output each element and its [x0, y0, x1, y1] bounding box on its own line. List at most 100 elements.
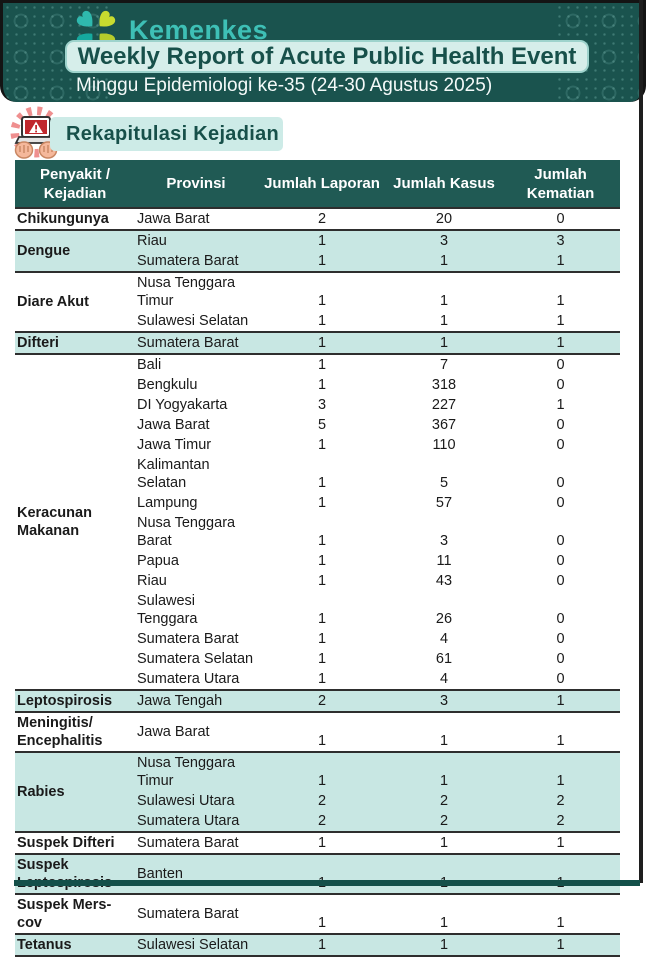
kematian-value-cell: 1: [501, 271, 620, 311]
province-cell: Lampung: [135, 493, 257, 513]
brand-name: Kemenkes: [129, 14, 269, 45]
kematian-value-cell: 1: [501, 311, 620, 332]
laporan-value-cell: 2: [257, 811, 387, 832]
laporan-value-cell: 1: [257, 893, 387, 934]
table-row: Diare Akut Nusa Tenggara Timur 1 1 1: [15, 271, 620, 332]
column-header-1: Provinsi: [135, 160, 257, 208]
kematian-value-cell: 1: [501, 933, 620, 957]
kematian-value-cell: 0: [501, 415, 620, 435]
kasus-value-cell: 110: [387, 435, 501, 455]
table-row: Keracunan Makanan Bali 1 7 0: [15, 353, 620, 690]
table-row: Lampung 1 57 0: [15, 493, 620, 513]
kasus-value-cell: 5: [387, 455, 501, 493]
laporan-value-cell: 1: [257, 493, 387, 513]
kasus-value-cell: 1: [387, 311, 501, 332]
province-cell: Papua: [135, 551, 257, 571]
column-header-0: Penyakit / Kejadian: [15, 160, 135, 208]
laporan-value-cell: 1: [257, 649, 387, 669]
kasus-value-cell: 1: [387, 331, 501, 354]
report-title-pill: Weekly Report of Acute Public Health Eve…: [65, 40, 589, 73]
kematian-value-cell: 0: [501, 669, 620, 690]
kasus-value-cell: 1: [387, 271, 501, 311]
laporan-value-cell: 2: [257, 791, 387, 811]
province-cell: Sumatera Barat: [135, 629, 257, 649]
column-header-2: Jumlah Laporan: [257, 160, 387, 208]
kematian-value-cell: 0: [501, 455, 620, 493]
kematian-value-cell: 0: [501, 353, 620, 375]
kasus-value-cell: 318: [387, 375, 501, 395]
kasus-value-cell: 43: [387, 571, 501, 591]
laporan-value-cell: 1: [257, 435, 387, 455]
table-row: Rabies Nusa Tenggara Timur 1 1 1: [15, 751, 620, 832]
kasus-value-cell: 227: [387, 395, 501, 415]
table-row: Bengkulu 1 318 0: [15, 375, 620, 395]
kematian-value-cell: 3: [501, 229, 620, 251]
table-row: Riau 1 43 0: [15, 571, 620, 591]
recap-table: Penyakit / Kejadian Provinsi Jumlah Lapora…: [15, 160, 620, 957]
report-title: Weekly Report of Acute Public Health Eve…: [77, 42, 577, 70]
laporan-value-cell: 1: [257, 831, 387, 854]
laporan-value-cell: 1: [257, 375, 387, 395]
table-row: Sumatera Selatan 1 61 0: [15, 649, 620, 669]
disease-cell: Keracunan Makanan: [15, 353, 135, 690]
kasus-value-cell: 3: [387, 689, 501, 712]
kasus-value-cell: 1: [387, 251, 501, 272]
province-cell: Jawa Timur: [135, 435, 257, 455]
disease-cell: Rabies: [15, 751, 135, 832]
laporan-value-cell: 1: [257, 311, 387, 332]
laporan-value-cell: 1: [257, 591, 387, 629]
page-bottom-band: [14, 880, 640, 886]
table-row: Sulawesi Utara 2 2 2: [15, 791, 620, 811]
kasus-value-cell: 61: [387, 649, 501, 669]
province-cell: Sumatera Utara: [135, 669, 257, 690]
header-row: Penyakit / Kejadian Provinsi Jumlah Lapora…: [15, 160, 620, 208]
province-cell: Sumatera Barat: [135, 251, 257, 272]
disease-cell: Chikungunya: [15, 207, 135, 230]
kasus-value-cell: 7: [387, 353, 501, 375]
disease-cell: Meningitis/ Encephalitis: [15, 711, 135, 752]
kasus-value-cell: 1: [387, 853, 501, 894]
kematian-value-cell: 1: [501, 711, 620, 752]
province-cell: Bengkulu: [135, 375, 257, 395]
kasus-value-cell: 4: [387, 669, 501, 690]
kasus-value-cell: 20: [387, 207, 501, 230]
laporan-value-cell: 1: [257, 933, 387, 957]
kematian-value-cell: 1: [501, 751, 620, 791]
table-row: Suspek Difteri Sumatera Barat 1 1 1: [15, 831, 620, 854]
laporan-value-cell: 1: [257, 455, 387, 493]
kasus-value-cell: 367: [387, 415, 501, 435]
kematian-value-cell: 0: [501, 571, 620, 591]
kematian-value-cell: 1: [501, 689, 620, 712]
province-cell: Riau: [135, 229, 257, 251]
table-row: Suspek LeptospirosisBanten111: [15, 853, 620, 894]
laporan-value-cell: 2: [257, 689, 387, 712]
disease-cell: Suspek Leptospirosis: [15, 853, 135, 894]
recap-table-body: Chikungunya Jawa Barat 2 20 0 Dengue Riau 1 3 3 Su…: [15, 207, 620, 957]
province-cell: Sulawesi Tenggara: [135, 591, 257, 629]
laporan-value-cell: 1: [257, 353, 387, 375]
table-row: Jawa Barat 5 367 0: [15, 415, 620, 435]
table-row: Papua 1 11 0: [15, 551, 620, 571]
kematian-value-cell: 1: [501, 251, 620, 272]
table-row: Leptospirosis Jawa Tengah 2 3 1: [15, 689, 620, 712]
table-row: Difteri Sumatera Barat 1 1 1: [15, 331, 620, 354]
kematian-value-cell: 2: [501, 811, 620, 832]
kasus-value-cell: 1: [387, 933, 501, 957]
kematian-value-cell: 0: [501, 207, 620, 230]
laporan-value-cell: 1: [257, 229, 387, 251]
kasus-value-cell: 26: [387, 591, 501, 629]
province-cell: Sumatera Barat: [135, 893, 257, 934]
laporan-value-cell: 1: [257, 711, 387, 752]
column-header-4: Jumlah Kematian: [501, 160, 620, 208]
table-row: Sumatera Barat 1 4 0: [15, 629, 620, 649]
kematian-value-cell: 0: [501, 493, 620, 513]
disease-cell: Suspek Difteri: [15, 831, 135, 854]
table-row: Chikungunya Jawa Barat 2 20 0: [15, 207, 620, 230]
table-row: Jawa Timur 1 110 0: [15, 435, 620, 455]
disease-cell: Leptospirosis: [15, 689, 135, 712]
table-row: Sulawesi Tenggara 1 26 0: [15, 591, 620, 629]
kematian-value-cell: 1: [501, 395, 620, 415]
kasus-value-cell: 1: [387, 831, 501, 854]
disease-cell: Tetanus: [15, 933, 135, 957]
table-row: Sulawesi Selatan 1 1 1: [15, 311, 620, 332]
